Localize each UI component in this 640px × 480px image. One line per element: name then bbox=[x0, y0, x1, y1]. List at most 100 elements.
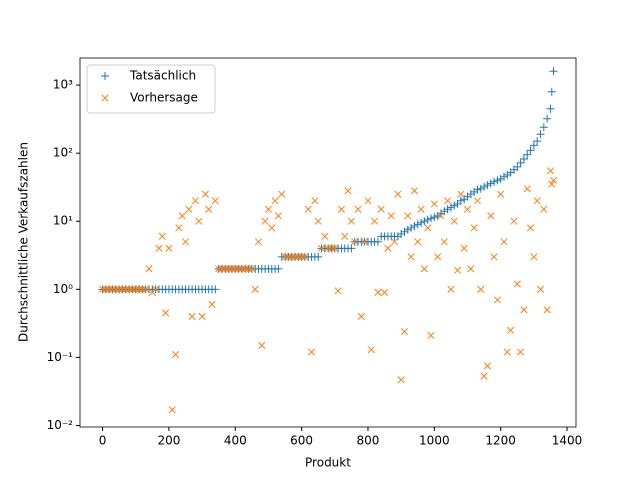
marker bbox=[450, 201, 459, 210]
marker bbox=[288, 253, 296, 261]
marker bbox=[490, 177, 499, 186]
marker bbox=[403, 225, 412, 234]
x-tick-label: 400 bbox=[224, 434, 247, 448]
marker bbox=[327, 244, 336, 252]
marker bbox=[456, 196, 465, 205]
axes-frame bbox=[79, 57, 577, 428]
x-tick-label: 1000 bbox=[419, 434, 450, 448]
marker bbox=[450, 217, 458, 225]
marker bbox=[211, 285, 220, 294]
marker bbox=[490, 253, 498, 261]
marker bbox=[231, 265, 239, 273]
marker bbox=[218, 265, 226, 273]
marker bbox=[201, 190, 209, 198]
marker bbox=[377, 205, 385, 213]
marker bbox=[384, 244, 392, 252]
marker bbox=[440, 207, 449, 216]
marker bbox=[529, 141, 538, 150]
marker bbox=[132, 285, 140, 293]
marker bbox=[364, 197, 372, 205]
marker bbox=[410, 222, 419, 231]
marker bbox=[463, 205, 472, 213]
marker bbox=[526, 146, 535, 155]
marker bbox=[486, 179, 495, 188]
marker bbox=[215, 265, 223, 273]
legend-marker bbox=[101, 94, 109, 102]
marker bbox=[387, 212, 395, 220]
marker bbox=[497, 190, 505, 198]
marker bbox=[476, 184, 485, 193]
x-tick-label: 800 bbox=[357, 434, 380, 448]
y-tick-label: 10² bbox=[53, 146, 73, 160]
marker bbox=[244, 265, 253, 273]
marker bbox=[381, 288, 389, 296]
marker bbox=[205, 205, 213, 213]
marker bbox=[444, 197, 452, 205]
marker bbox=[264, 205, 273, 213]
marker bbox=[367, 346, 375, 354]
legend-box bbox=[86, 64, 216, 114]
marker bbox=[487, 212, 495, 220]
marker bbox=[115, 285, 123, 293]
marker bbox=[314, 252, 323, 261]
marker bbox=[271, 197, 279, 205]
marker bbox=[503, 348, 511, 356]
marker bbox=[152, 285, 160, 293]
marker bbox=[178, 212, 186, 220]
marker bbox=[526, 224, 535, 232]
marker bbox=[254, 238, 263, 246]
marker bbox=[357, 312, 365, 320]
marker bbox=[446, 203, 455, 212]
marker bbox=[281, 253, 289, 261]
marker bbox=[122, 285, 130, 293]
y-axis-label: Durchschnittliche Verkaufszahlen bbox=[17, 142, 31, 342]
marker bbox=[268, 224, 276, 232]
marker bbox=[301, 253, 309, 261]
marker bbox=[347, 217, 355, 225]
marker bbox=[547, 87, 556, 96]
marker bbox=[417, 218, 426, 227]
marker bbox=[397, 376, 405, 384]
marker bbox=[533, 197, 541, 205]
marker bbox=[284, 253, 292, 261]
marker bbox=[543, 306, 551, 314]
y-tick-label: 10⁻² bbox=[47, 418, 74, 432]
y-tick-label: 10³ bbox=[53, 78, 73, 92]
legend-label: Vorhersage bbox=[130, 91, 198, 105]
marker bbox=[248, 265, 256, 273]
marker bbox=[434, 253, 442, 261]
marker bbox=[473, 185, 482, 194]
marker bbox=[480, 182, 489, 191]
marker bbox=[533, 137, 542, 146]
marker bbox=[530, 253, 538, 261]
marker bbox=[108, 285, 117, 293]
marker bbox=[523, 150, 532, 159]
marker bbox=[191, 197, 200, 205]
marker bbox=[420, 217, 429, 226]
marker bbox=[304, 205, 312, 213]
marker bbox=[128, 285, 136, 293]
marker bbox=[371, 217, 379, 225]
marker bbox=[390, 238, 399, 246]
marker bbox=[470, 224, 478, 232]
marker bbox=[546, 104, 555, 113]
x-tick-label: 1200 bbox=[485, 434, 516, 448]
marker bbox=[251, 285, 259, 293]
marker bbox=[337, 205, 345, 213]
marker bbox=[261, 217, 269, 225]
marker bbox=[470, 187, 479, 196]
x-tick-label: 1400 bbox=[552, 434, 583, 448]
marker bbox=[341, 232, 349, 240]
marker bbox=[291, 253, 299, 261]
marker bbox=[317, 244, 326, 252]
marker bbox=[373, 237, 382, 246]
x-axis-label: Produkt bbox=[305, 456, 351, 470]
marker bbox=[118, 285, 127, 293]
marker bbox=[404, 212, 412, 220]
marker bbox=[440, 238, 448, 246]
marker bbox=[221, 265, 229, 273]
marker bbox=[351, 238, 359, 246]
marker bbox=[536, 285, 545, 293]
marker bbox=[516, 158, 525, 167]
marker bbox=[228, 265, 236, 273]
